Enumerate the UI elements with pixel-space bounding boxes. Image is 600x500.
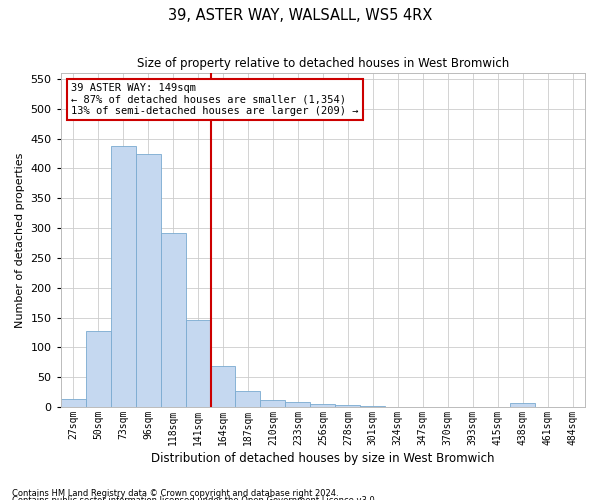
Bar (510, 404, 535, 407)
Text: 39, ASTER WAY, WALSALL, WS5 4RX: 39, ASTER WAY, WALSALL, WS5 4RX (168, 8, 432, 22)
Bar (361, 406, 385, 407)
Bar (335, 405, 361, 407)
Bar (235, 391, 260, 407)
Bar (110, 146, 136, 407)
Bar (310, 404, 335, 407)
Bar (61, 400, 86, 407)
Bar (86, 332, 110, 407)
Text: 39 ASTER WAY: 149sqm
← 87% of detached houses are smaller (1,354)
13% of semi-de: 39 ASTER WAY: 149sqm ← 87% of detached h… (71, 83, 359, 116)
Bar (161, 234, 185, 407)
Y-axis label: Number of detached properties: Number of detached properties (15, 152, 25, 328)
Text: Contains HM Land Registry data © Crown copyright and database right 2024.: Contains HM Land Registry data © Crown c… (12, 488, 338, 498)
Bar (185, 320, 211, 407)
Text: Contains public sector information licensed under the Open Government Licence v3: Contains public sector information licen… (12, 496, 377, 500)
X-axis label: Distribution of detached houses by size in West Bromwich: Distribution of detached houses by size … (151, 452, 494, 465)
Bar (286, 402, 310, 407)
Bar (260, 400, 286, 407)
Bar (136, 154, 161, 407)
Title: Size of property relative to detached houses in West Bromwich: Size of property relative to detached ho… (137, 58, 509, 70)
Bar (211, 366, 235, 407)
